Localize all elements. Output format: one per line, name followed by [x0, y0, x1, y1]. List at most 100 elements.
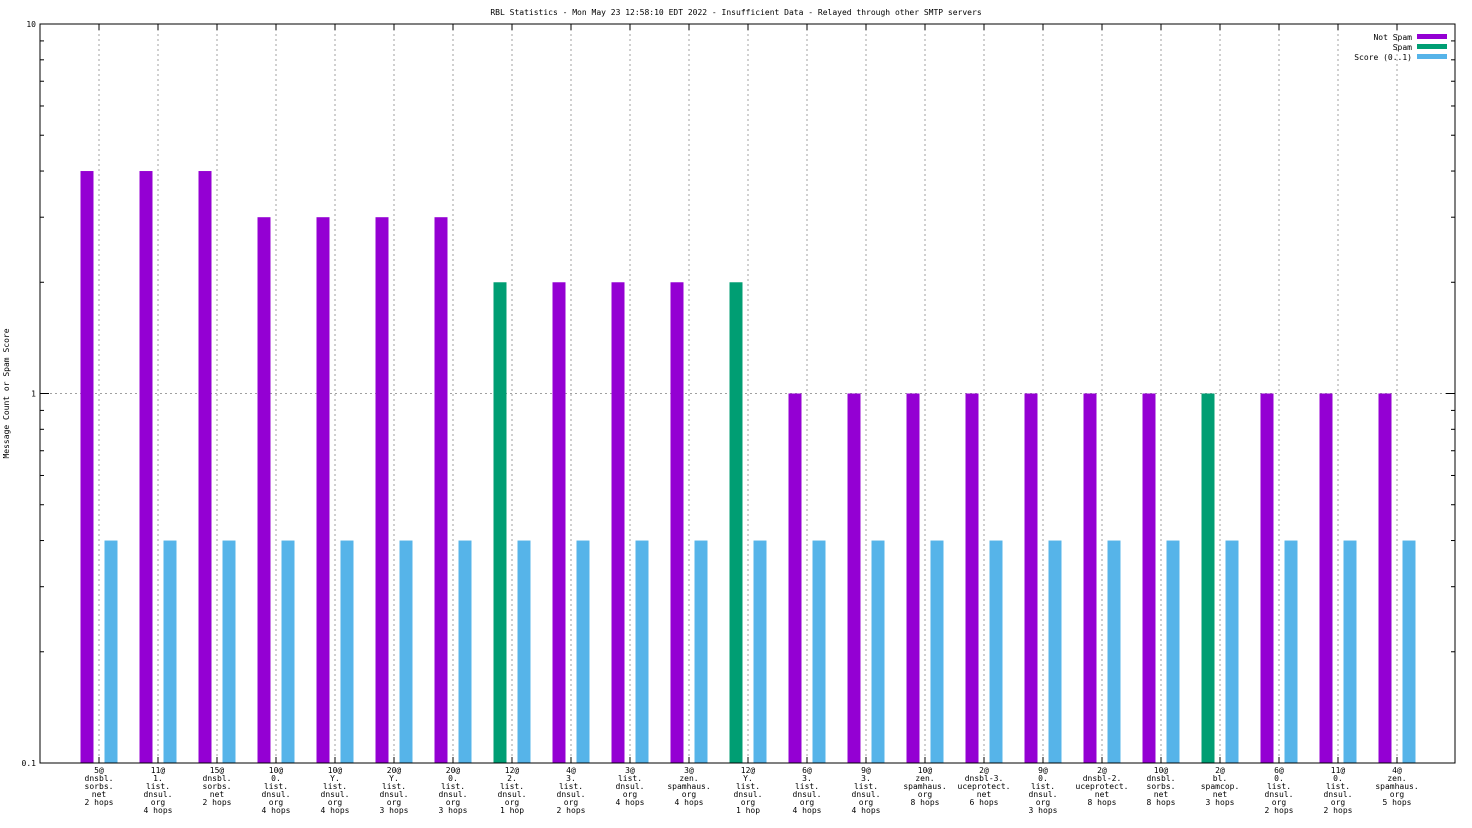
x-tick-label-line: net	[977, 790, 992, 799]
x-tick-label-line: 3.	[861, 774, 871, 783]
x-tick-label-line: 2 hops	[203, 798, 232, 807]
x-tick-label-line: net	[1095, 790, 1110, 799]
x-tick-label-line: 5@	[94, 766, 104, 775]
x-tick-label-line: 1 hop	[736, 806, 760, 815]
bar-score-0-1-6	[458, 540, 472, 763]
x-tick-label-10: 3@ zen. spamhaus. org 4 hops	[667, 766, 710, 807]
legend-swatch-not-spam	[1417, 34, 1447, 39]
x-tick-label-line: 2.	[507, 774, 517, 783]
x-tick-label-line: 4 hops	[675, 798, 704, 807]
x-tick-label-line: spamhaus.	[1375, 782, 1418, 791]
bar-not-spam-21	[1319, 393, 1333, 763]
x-tick-label-line: org	[328, 798, 343, 807]
x-tick-label-line: net	[1213, 790, 1228, 799]
x-tick-label-line: dnsul.	[262, 790, 291, 799]
x-tick-label-line: 4 hops	[793, 806, 822, 815]
bar-score-0-1-0	[104, 540, 118, 763]
bar-not-spam-8	[552, 282, 566, 763]
x-tick-label-line: list.	[500, 782, 524, 791]
bar-not-spam-18	[1142, 393, 1156, 763]
bar-score-0-1-4	[340, 540, 354, 763]
x-tick-label-line: org	[1390, 790, 1405, 799]
x-tick-label-line: 6@	[802, 766, 812, 775]
bar-not-spam-14	[906, 393, 920, 763]
legend-label-score-0-1: Score (0..1)	[1354, 53, 1412, 62]
x-tick-label-line: zen.	[679, 774, 698, 783]
x-tick-label-line: Y.	[389, 774, 399, 783]
x-tick-label-line: list.	[382, 782, 406, 791]
x-tick-label-line: 10@	[328, 766, 343, 775]
x-tick-label-line: org	[623, 790, 638, 799]
bar-score-0-1-7	[517, 540, 531, 763]
x-tick-label-line: list.	[1267, 782, 1291, 791]
x-tick-label-line: 4@	[566, 766, 576, 775]
x-tick-label-16: 9@ 0. list. dnsul. org 3 hops	[1029, 766, 1058, 815]
x-tick-label-line: 4@	[1392, 766, 1402, 775]
x-tick-label-2: 15@ dnsbl. sorbs. net 2 hops	[203, 766, 232, 807]
x-tick-label-line: dnsul.	[380, 790, 409, 799]
x-tick-label-line: dnsbl-3.	[965, 774, 1004, 783]
x-tick-label-line: net	[92, 790, 107, 799]
bar-score-0-1-10	[694, 540, 708, 763]
x-tick-label-line: 3 hops	[380, 806, 409, 815]
x-tick-label-4: 10@ Y. list. dnsul. org 4 hops	[321, 766, 350, 815]
x-tick-label-line: dnsbl-2.	[1083, 774, 1122, 783]
x-tick-label-line: 2@	[1215, 766, 1225, 775]
x-tick-label-line: bl.	[1213, 774, 1227, 783]
bar-not-spam-4	[316, 217, 330, 764]
x-tick-label-line: net	[210, 790, 225, 799]
x-tick-label-line: 4 hops	[321, 806, 350, 815]
x-tick-label-line: org	[446, 798, 461, 807]
x-tick-label-18: 10@ dnsbl. sorbs. net 8 hops	[1147, 766, 1176, 807]
x-tick-label-line: list.	[264, 782, 288, 791]
x-tick-label-19: 2@ bl. spamcop. net 3 hops	[1201, 766, 1240, 807]
x-tick-label-line: 8 hops	[1088, 798, 1117, 807]
x-tick-label-line: 5 hops	[1383, 798, 1412, 807]
bar-score-0-1-1	[163, 540, 177, 763]
legend-label-not-spam: Not Spam	[1373, 33, 1412, 42]
x-tick-label-line: dnsul.	[734, 790, 763, 799]
x-tick-label-line: dnsul.	[557, 790, 586, 799]
x-tick-label-12: 6@ 3. list. dnsul. org 4 hops	[793, 766, 822, 815]
bar-score-0-1-3	[281, 540, 295, 763]
bar-not-spam-13	[847, 393, 861, 763]
x-tick-label-line: org	[682, 790, 697, 799]
x-tick-label-line: 2 hops	[1265, 806, 1294, 815]
bar-not-spam-20	[1260, 393, 1274, 763]
x-tick-label-line: spamcop.	[1201, 782, 1240, 791]
x-tick-label-line: 0.	[1038, 774, 1048, 783]
x-tick-label-line: org	[505, 798, 520, 807]
legend-swatch-score-0-1	[1417, 54, 1447, 59]
x-tick-label-line: dnsul.	[1265, 790, 1294, 799]
x-tick-label-line: org	[151, 798, 166, 807]
x-tick-label-17: 2@ dnsbl-2. uceprotect. net 8 hops	[1076, 766, 1129, 807]
bar-spam-7	[493, 282, 507, 763]
x-tick-label-line: 4 hops	[144, 806, 173, 815]
x-tick-label-line: org	[1331, 798, 1346, 807]
x-tick-label-line: 9@	[1038, 766, 1048, 775]
x-tick-label-line: 4 hops	[616, 798, 645, 807]
x-tick-label-9: 3@ list. dnsul. org 4 hops	[616, 766, 645, 807]
chart-title: RBL Statistics - Mon May 23 12:58:10 EDT…	[490, 8, 981, 17]
x-tick-label-line: 20@	[446, 766, 461, 775]
x-tick-label-line: sorbs.	[85, 782, 114, 791]
x-tick-label-line: 2@	[979, 766, 989, 775]
x-tick-label-line: list.	[1326, 782, 1350, 791]
x-tick-label-line: 6 hops	[970, 798, 999, 807]
x-tick-label-line: dnsul.	[616, 782, 645, 791]
y-tick-label: 10	[26, 20, 36, 29]
bar-score-0-1-15	[989, 540, 1003, 763]
x-tick-label-line: list.	[1031, 782, 1055, 791]
bars	[80, 171, 1416, 764]
x-tick-label-line: 1 hop	[500, 806, 524, 815]
x-tick-label-line: 0.	[1274, 774, 1284, 783]
x-tick-label-line: list.	[618, 774, 642, 783]
x-tick-label-line: 10@	[1154, 766, 1169, 775]
x-tick-label-line: org	[741, 798, 756, 807]
bar-spam-11	[729, 282, 743, 763]
x-tick-label-line: dnsul.	[498, 790, 527, 799]
bar-score-0-1-21	[1343, 540, 1357, 763]
bar-score-0-1-17	[1107, 540, 1121, 763]
